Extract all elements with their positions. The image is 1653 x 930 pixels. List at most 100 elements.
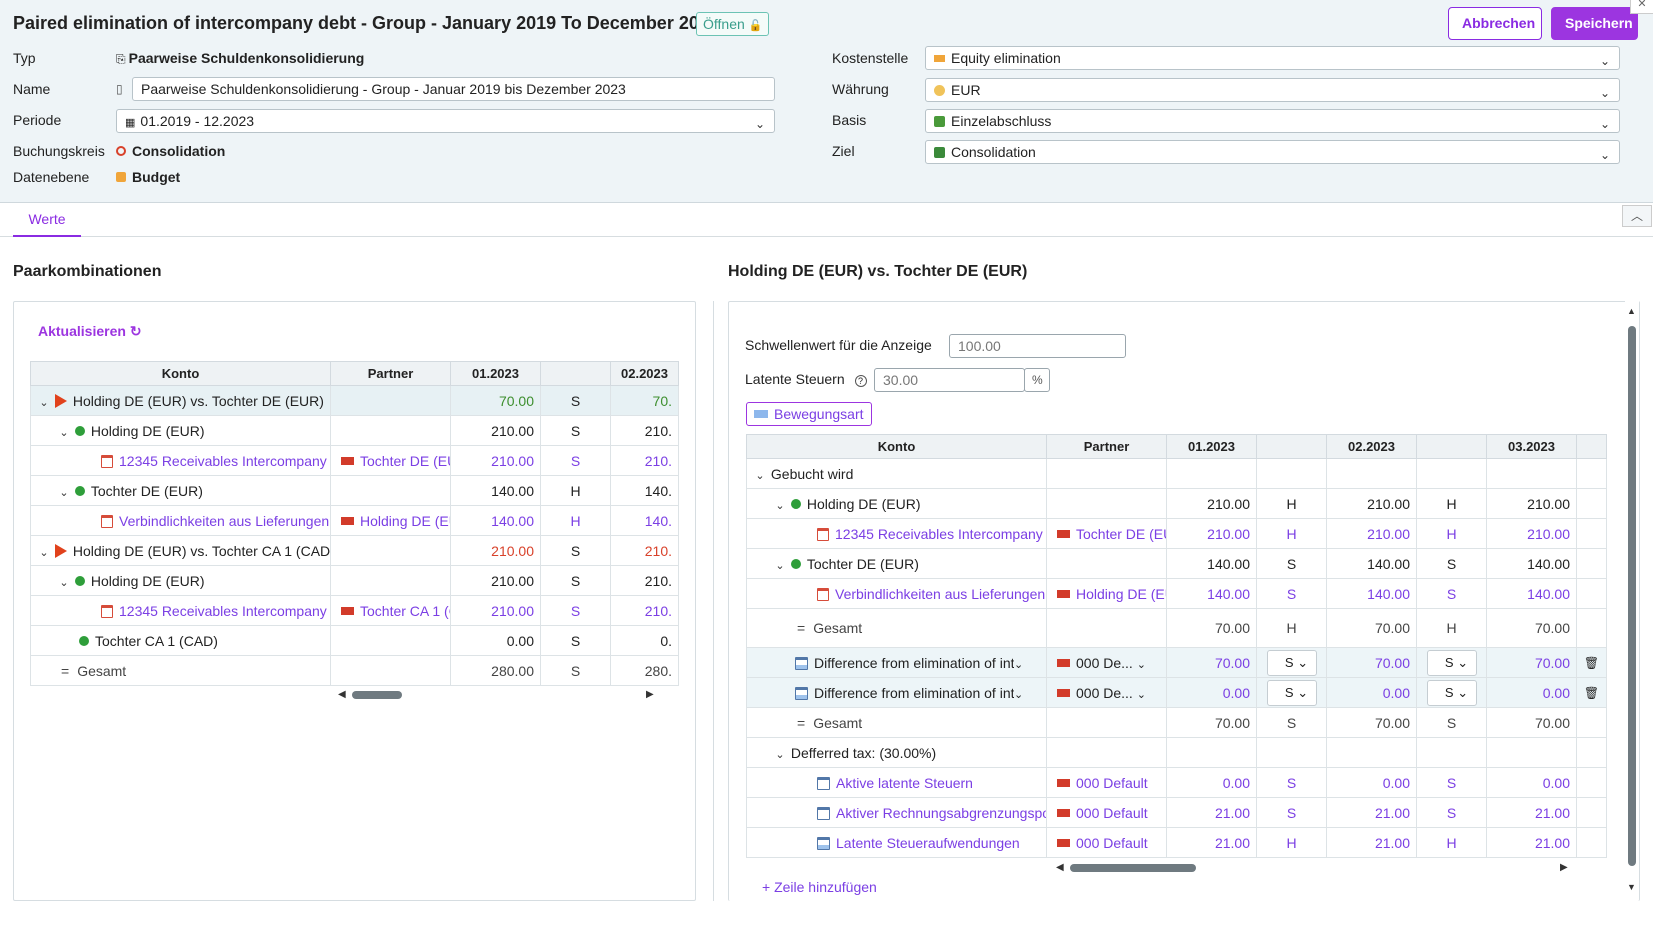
scrollbar-thumb[interactable] [352,691,402,699]
table-row[interactable]: ⌄ Gebucht wird [746,458,1607,489]
tab-werte[interactable]: Werte [13,204,81,237]
add-row-link[interactable]: + Zeile hinzufügen [762,879,877,895]
table-row[interactable]: ⌄ Holding DE (EUR) vs. Tochter CA 1 (CAD… [30,535,679,566]
table-row[interactable]: ⌄ Holding DE (EUR) 210.00 H 210.00 H 210.00 [746,488,1607,519]
equals-icon: = [797,620,806,636]
basis-select[interactable]: Einzelabschluss ⌄ [925,109,1620,133]
value-input[interactable]: 70.00 [1326,647,1417,678]
chevron-down-icon: ⌄ [1599,117,1610,131]
value-input[interactable]: 0.00 [1486,677,1577,708]
scroll-left-icon[interactable]: ◀ [1056,862,1064,873]
table-row[interactable]: 12345 Receivables Intercompany Tochter C… [30,595,679,626]
collapse-header-icon[interactable]: ︿ [1622,205,1652,227]
chevron-down-icon[interactable]: ⌄ [59,576,69,589]
table-row-editable[interactable]: Difference from elimination of intercomp… [746,677,1607,708]
value-input[interactable]: 70.00 [1486,647,1577,678]
table-row[interactable]: Verbindlichkeiten aus Lieferungen Holdin… [30,505,679,536]
panel-divider [713,301,714,901]
kostenstelle-select[interactable]: Equity elimination ⌄ [925,46,1620,70]
sh-select[interactable]: S ⌄ [1266,679,1317,706]
name-label: Name [13,81,51,97]
waehrung-label: Währung [832,81,889,97]
cancel-button[interactable]: Abbrechen [1448,7,1542,40]
deferred-tax-input[interactable]: 30.00 [874,368,1025,392]
table-row[interactable]: ⌄ Tochter DE (EUR) 140.00 S 140.00 S 140.00 [746,548,1607,579]
scrollbar-thumb[interactable] [1628,326,1636,866]
table-row[interactable]: Aktive latente Steuern 000 Default 0.00 S… [746,767,1607,798]
chevron-down-icon[interactable]: ⌄ [1014,688,1024,701]
partner-select[interactable]: 000 De... [1076,684,1133,701]
table-row[interactable]: ⌄ Holding DE (EUR) 210.00 S 210. [30,415,679,446]
table-header-row: Konto Partner 01.2023 02.2023 [30,361,679,386]
sh-select[interactable]: S ⌄ [1426,679,1477,706]
name-input[interactable]: Paarweise Schuldenkonsolidierung - Group… [132,77,775,101]
col-03-2023[interactable]: 03.2023 [1486,434,1577,459]
account-select[interactable]: Difference from elimination of intercomp… [814,654,1014,671]
table-row[interactable]: 12345 Receivables Intercompany Tochter D… [746,518,1607,549]
table-row[interactable]: Aktiver Rechnungsabgrenzungsposten 000 D… [746,797,1607,828]
chevron-down-icon[interactable]: ⌄ [775,748,785,761]
scroll-down-icon[interactable]: ▼ [1627,882,1636,892]
chevron-down-icon[interactable]: ⌄ [1136,658,1146,671]
chevron-down-icon[interactable]: ⌄ [59,426,69,439]
partner-select[interactable]: 000 De... [1076,654,1133,671]
movement-type-chip[interactable]: Bewegungsart [746,402,872,426]
col-01-2023[interactable]: 01.2023 [1166,434,1257,459]
col-partner[interactable]: Partner [1046,434,1167,459]
col-konto[interactable]: Konto [30,361,331,386]
table-row[interactable]: ⌄ Holding DE (EUR) vs. Tochter DE (EUR) … [30,385,679,416]
status-badge[interactable]: Öffnen 🔓 [696,12,770,36]
percent-suffix: % [1024,368,1050,392]
scroll-right-icon[interactable]: ▶ [1560,862,1568,873]
typ-label: Typ [13,50,36,66]
horizontal-scrollbar[interactable]: ◀ ▶ [1052,862,1572,874]
chevron-down-icon[interactable]: ⌄ [775,559,785,572]
scroll-up-icon[interactable]: ▲ [1627,306,1636,316]
account-select[interactable]: Difference from elimination of intercomp… [814,684,1014,701]
col-partner[interactable]: Partner [330,361,451,386]
save-button[interactable]: Speichern [1551,7,1638,40]
col-02-2023[interactable]: 02.2023 [610,361,679,386]
chevron-down-icon: ⌄ [1599,86,1610,100]
scrollbar-thumb[interactable] [1070,864,1196,872]
col-konto[interactable]: Konto [746,434,1047,459]
value-input[interactable]: 0.00 [1326,677,1417,708]
table-row[interactable]: Verbindlichkeiten aus Lieferungen Holdin… [746,578,1607,609]
col-02-2023[interactable]: 02.2023 [1326,434,1417,459]
chevron-down-icon[interactable]: ⌄ [39,546,49,559]
trash-icon[interactable]: 🗑 [1576,647,1607,678]
table-row[interactable]: Latente Steueraufwendungen 000 Default 2… [746,827,1607,858]
scroll-right-icon[interactable]: ▶ [646,689,654,700]
refresh-button[interactable]: Aktualisieren ↻ [38,323,142,339]
ziel-select[interactable]: Consolidation ⌄ [925,140,1620,164]
value-input[interactable]: 0.00 [1166,677,1257,708]
table-row-editable[interactable]: Difference from elimination of intercomp… [746,647,1607,678]
chevron-down-icon[interactable]: ⌄ [1014,658,1024,671]
horizontal-scrollbar[interactable]: ◀ ▶ [330,689,662,701]
chevron-down-icon[interactable]: ⌄ [59,486,69,499]
threshold-input[interactable]: 100.00 [949,334,1126,358]
trash-icon[interactable]: 🗑 [1576,677,1607,708]
close-icon[interactable]: ✕ [1630,0,1653,14]
sh-select[interactable]: S ⌄ [1266,649,1317,676]
chevron-down-icon[interactable]: ⌄ [39,396,49,409]
refresh-icon: ↻ [129,323,142,339]
waehrung-select[interactable]: EUR ⌄ [925,78,1620,102]
periode-select[interactable]: ▦ 01.2019 - 12.2023 ⌄ [116,109,775,133]
sh-select[interactable]: S ⌄ [1426,649,1477,676]
movement-type-icon [754,410,768,418]
table-row: = Gesamt 70.00 H 70.00 H 70.00 [746,608,1607,648]
chevron-down-icon[interactable]: ⌄ [1136,688,1146,701]
table-row[interactable]: 12345 Receivables Intercompany Tochter D… [30,445,679,476]
value-input[interactable]: 70.00 [1166,647,1257,678]
chevron-down-icon[interactable]: ⌄ [775,499,785,512]
table-row[interactable]: ⌄ Tochter DE (EUR) 140.00 H 140. [30,475,679,506]
vertical-scrollbar[interactable]: ▲ ▼ [1625,300,1639,898]
help-icon[interactable]: ? [854,375,867,387]
table-row[interactable]: ⌄ Holding DE (EUR) 210.00 S 210. [30,565,679,596]
col-01-2023[interactable]: 01.2023 [450,361,541,386]
table-row[interactable]: Tochter CA 1 (CAD) 0.00 S 0. [30,625,679,656]
chevron-down-icon[interactable]: ⌄ [755,469,765,482]
scroll-left-icon[interactable]: ◀ [338,689,346,700]
table-row[interactable]: ⌄ Defferred tax: (30.00%) [746,737,1607,768]
